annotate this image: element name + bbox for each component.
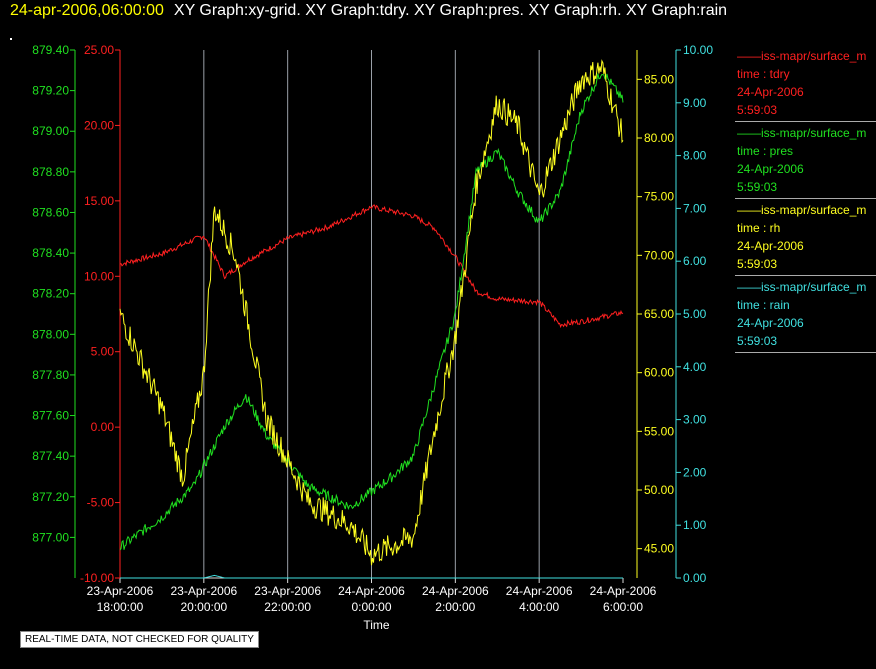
rain-tick-label: 0.00 (683, 571, 707, 585)
legend-line: ——iss-mapr/surface_m (737, 280, 867, 294)
rh-tick-label: 80.00 (644, 131, 674, 145)
legend: ——iss-mapr/surface_m time : tdry 24-Apr-20… (735, 47, 876, 355)
legend-date: 24-Apr-2006 (737, 316, 804, 330)
x-tick-date: 24-Apr-2006 (506, 584, 573, 598)
marker-dot (10, 38, 12, 40)
pres-tick-label: 877.00 (32, 530, 69, 544)
rain-tick-label: 5.00 (683, 307, 707, 321)
x-tick-date: 24-Apr-2006 (590, 584, 657, 598)
pres-tick-label: 879.00 (32, 124, 69, 138)
rain-tick-label: 3.00 (683, 413, 707, 427)
rain-tick-label: 4.00 (683, 360, 707, 374)
pres-tick-label: 877.40 (32, 449, 69, 463)
rh-tick-label: 85.00 (644, 72, 674, 86)
tdry-tick-label: -5.00 (87, 496, 115, 510)
legend-date: 24-Apr-2006 (737, 162, 804, 176)
x-tick-time: 4:00:00 (519, 600, 559, 614)
rain-tick-label: 8.00 (683, 149, 707, 163)
page-title: 24-apr-2006,06:00:00 XY Graph:xy-grid. XY… (10, 2, 727, 20)
pres-tick-label: 879.40 (32, 43, 69, 57)
rh-tick-label: 70.00 (644, 248, 674, 262)
x-tick-time: 2:00:00 (435, 600, 475, 614)
series-line-tdry (119, 204, 624, 329)
rain-tick-label: 6.00 (683, 254, 707, 268)
x-tick-time: 6:00:00 (603, 600, 643, 614)
legend-time: 5:59:03 (737, 180, 778, 194)
rh-tick-label: 65.00 (644, 307, 674, 321)
rh-tick-label: 75.00 (644, 190, 674, 204)
x-tick-date: 23-Apr-2006 (254, 584, 321, 598)
x-tick-date: 24-Apr-2006 (338, 584, 405, 598)
legend-var: time : tdry (737, 67, 790, 81)
x-tick-date: 23-Apr-2006 (170, 584, 237, 598)
legend-time: 5:59:03 (737, 257, 778, 271)
rain-tick-label: 7.00 (683, 201, 707, 215)
tdry-tick-label: 25.00 (84, 43, 114, 57)
legend-time: 5:59:03 (737, 334, 778, 348)
tdry-tick-label: 10.00 (84, 269, 114, 283)
pres-tick-label: 877.60 (32, 409, 69, 423)
rh-tick-label: 50.00 (644, 483, 674, 497)
series-line-rain (120, 574, 623, 579)
pres-tick-label: 877.80 (32, 368, 69, 382)
tdry-tick-label: 5.00 (91, 345, 115, 359)
graph-list-label: XY Graph:xy-grid. XY Graph:tdry. XY Grap… (173, 2, 728, 19)
tdry-tick-label: -10.00 (80, 571, 114, 585)
legend-date: 24-Apr-2006 (737, 239, 804, 253)
series-line-rh (119, 59, 624, 566)
legend-date: 24-Apr-2006 (737, 85, 804, 99)
x-tick-time: 18:00:00 (97, 600, 144, 614)
legend-line: ——iss-mapr/surface_m (737, 126, 867, 140)
rain-tick-label: 9.00 (683, 96, 707, 110)
pres-tick-label: 878.00 (32, 327, 69, 341)
pres-tick-label: 878.80 (32, 165, 69, 179)
rain-tick-label: 2.00 (683, 465, 707, 479)
x-tick-time: 22:00:00 (264, 600, 311, 614)
tdry-tick-label: 0.00 (91, 420, 115, 434)
tdry-tick-label: 20.00 (84, 118, 114, 132)
x-tick-time: 20:00:00 (180, 600, 227, 614)
tdry-tick-label: 15.00 (84, 194, 114, 208)
legend-line: ——iss-mapr/surface_m (737, 203, 867, 217)
x-tick-time: 0:00:00 (351, 600, 391, 614)
pres-tick-label: 879.20 (32, 84, 69, 98)
rain-tick-label: 10.00 (683, 43, 713, 57)
rh-tick-label: 55.00 (644, 424, 674, 438)
pres-tick-label: 878.20 (32, 287, 69, 301)
legend-var: time : rain (737, 298, 790, 312)
rh-tick-label: 45.00 (644, 542, 674, 556)
legend-var: time : rh (737, 221, 781, 235)
x-tick-date: 24-Apr-2006 (422, 584, 489, 598)
timestamp-label: 24-apr-2006,06:00:00 (10, 2, 164, 19)
legend-var: time : pres (737, 144, 794, 158)
x-axis-label: Time (363, 618, 390, 632)
quality-notice: REAL-TIME DATA, NOT CHECKED FOR QUALITY (20, 631, 259, 648)
rh-tick-label: 60.00 (644, 366, 674, 380)
pres-tick-label: 878.60 (32, 205, 69, 219)
pres-tick-label: 878.40 (32, 246, 69, 260)
x-tick-date: 23-Apr-2006 (87, 584, 154, 598)
legend-time: 5:59:03 (737, 103, 778, 117)
rain-tick-label: 1.00 (683, 518, 707, 532)
series-line-pres (119, 73, 624, 551)
legend-line: ——iss-mapr/surface_m (737, 49, 867, 63)
pres-tick-label: 877.20 (32, 490, 69, 504)
